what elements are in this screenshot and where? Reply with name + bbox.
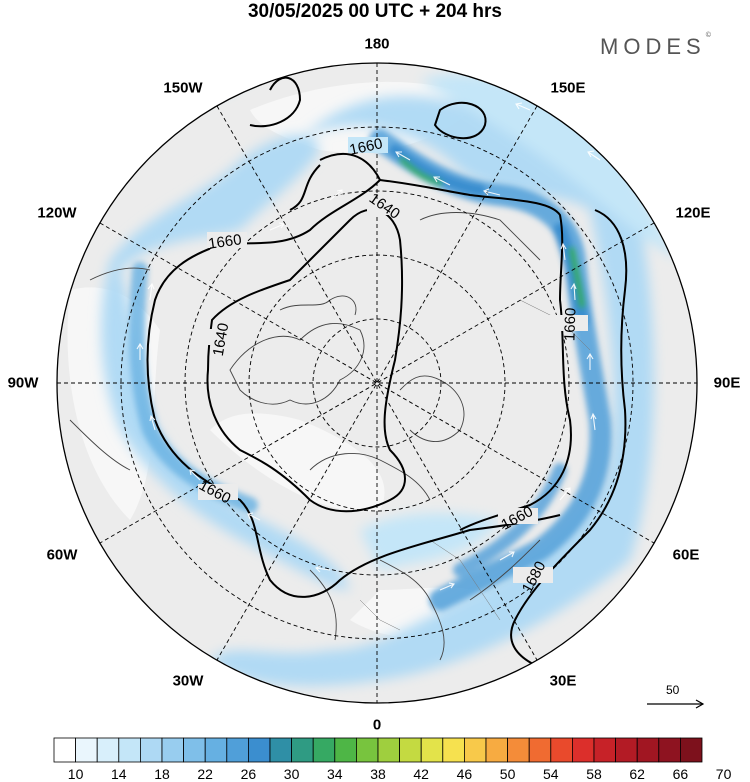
height-contours	[146, 76, 628, 666]
colorbar-swatch	[442, 737, 465, 763]
brand-logo: MODES©	[600, 32, 711, 59]
colorbar-swatch	[463, 737, 487, 763]
colorbar-swatch	[312, 737, 336, 763]
colorbar-swatch	[377, 737, 401, 763]
colorbar-tick-label: 54	[543, 766, 559, 782]
colorbar-swatch	[658, 737, 681, 763]
colorbar-tick-label: 66	[672, 766, 689, 782]
colorbar-tick-label: 46	[456, 766, 473, 782]
colorbar-swatch	[334, 737, 357, 763]
colorbar-swatch	[183, 737, 206, 763]
lon-label-60e: 60E	[672, 546, 700, 564]
colorbar-swatch	[550, 737, 573, 763]
colorbar-tick-label: 42	[413, 766, 429, 782]
colorbar-tick-label: 22	[197, 766, 213, 782]
vector-scale-label: 50	[666, 683, 680, 697]
colorbar-swatch	[485, 737, 509, 763]
lon-label-150e: 150E	[550, 79, 586, 97]
lon-label-30w: 30W	[172, 672, 204, 690]
colorbar-swatch	[96, 737, 120, 763]
contour-1660-pac	[433, 101, 487, 140]
colorbar-swatch	[269, 737, 293, 763]
lon-label-90w: 90W	[7, 374, 39, 392]
colorbar-swatch	[572, 737, 595, 763]
colorbar-swatch	[399, 737, 422, 763]
contour-1660-east	[379, 179, 572, 531]
contour-label: 1640	[210, 322, 233, 358]
colorbar-tick-label: 14	[111, 766, 127, 782]
vector-scale-arrow	[647, 699, 705, 709]
colorbar-swatch	[226, 737, 249, 763]
colorbar-swatch	[420, 737, 444, 763]
colorbar-swatch	[75, 737, 98, 763]
colorbar-swatch	[161, 737, 185, 763]
lon-label-120e: 120E	[675, 204, 711, 222]
lon-label-0: 0	[372, 716, 382, 734]
map-title: 30/05/2025 00 UTC + 204 hrs	[247, 1, 503, 22]
colorbar-swatch	[204, 737, 228, 763]
colorbar-swatch	[528, 737, 552, 763]
colorbar-swatch	[291, 737, 314, 763]
contour-1660-west	[146, 153, 561, 598]
colorbar-swatch	[355, 737, 379, 763]
lon-label-150w: 150W	[163, 79, 203, 97]
contour-label: 1660	[348, 135, 384, 159]
graticule	[57, 63, 697, 703]
contour-1640	[206, 208, 406, 513]
colorbar-tick-label: 18	[154, 766, 170, 782]
colorbar-tick-label: 58	[586, 766, 602, 782]
colorbar-tick-label: 10	[67, 766, 84, 782]
colorbar-swatch	[507, 737, 530, 763]
colorbar-swatch	[680, 737, 703, 763]
contour-label: 1660	[561, 307, 579, 341]
colorbar-swatch	[118, 737, 141, 763]
contour-label: 1660	[207, 231, 242, 252]
lon-label-120w: 120W	[37, 204, 77, 222]
colorbar-swatch	[636, 737, 660, 763]
lon-label-90e: 90E	[713, 374, 741, 392]
contour-1660-nw	[249, 76, 302, 128]
colorbar-tick-label: 50	[499, 766, 516, 782]
lon-label-30e: 30E	[549, 672, 577, 690]
contour-1660-ne	[289, 164, 321, 211]
colorbar-swatch	[247, 737, 271, 763]
colorbar-tick-label: 26	[240, 766, 257, 782]
colorbar-tick-label: 30	[283, 766, 300, 782]
colorbar	[53, 737, 703, 763]
contour-1680	[510, 209, 628, 666]
colorbar-swatch	[140, 737, 163, 763]
coastlines	[69, 212, 541, 661]
colorbar-swatch	[593, 737, 617, 763]
colorbar-tick-label: 34	[327, 766, 343, 782]
colorbar-swatch	[615, 737, 638, 763]
lon-label-60w: 60W	[46, 546, 78, 564]
colorbar-tick-label: 62	[629, 766, 645, 782]
colorbar-tick-label: 38	[370, 766, 386, 782]
lon-label-180: 180	[364, 35, 390, 53]
colorbar-swatch	[53, 737, 77, 763]
colorbar-tick-label: 70	[715, 766, 732, 782]
globe-outline	[56, 62, 698, 704]
